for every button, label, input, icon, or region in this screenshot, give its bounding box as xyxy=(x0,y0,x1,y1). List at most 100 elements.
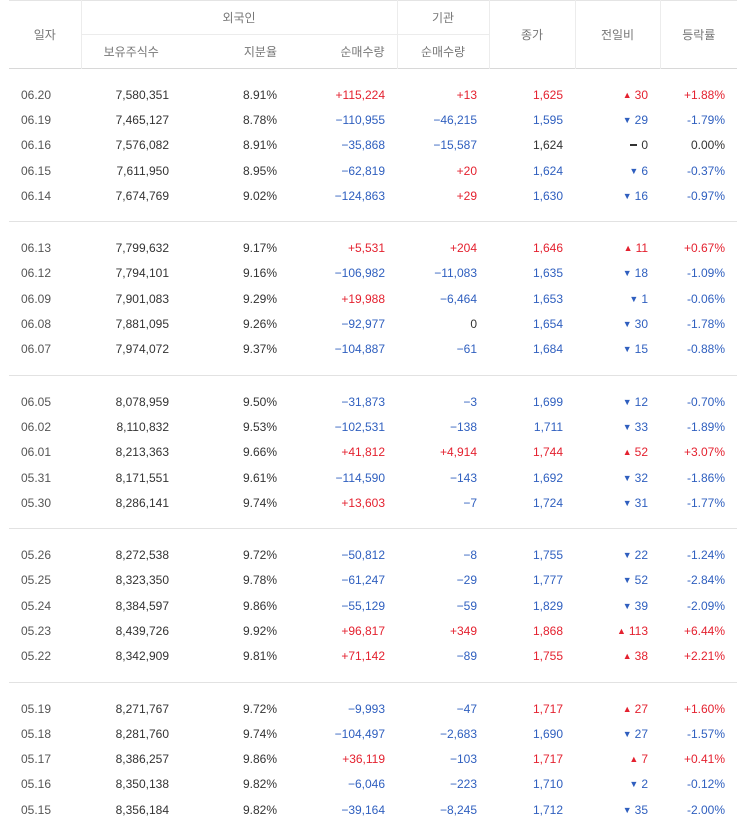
cell-foreign-net: −110,955 xyxy=(335,112,386,127)
change-value: 16 xyxy=(634,188,649,203)
cell-inst-net: 0 xyxy=(470,317,478,332)
cell-close: 1,717 xyxy=(533,701,564,716)
change-value: 113 xyxy=(628,623,649,638)
group-spacer xyxy=(9,208,737,222)
cell-change: ▲ 27 xyxy=(575,696,660,721)
cell-foreign-net: −104,887 xyxy=(334,342,386,357)
cell-share-ratio: 9.53% xyxy=(242,419,277,434)
cell-rate: -1.79% xyxy=(687,112,726,127)
cell-rate: 0.00% xyxy=(691,138,726,153)
cell-date: 05.19 xyxy=(21,701,52,716)
cell-holdings: 7,794,101 xyxy=(115,266,169,281)
cell-rate: -0.88% xyxy=(687,342,726,357)
cell-share-ratio: 9.50% xyxy=(242,394,277,409)
cell-inst-net: −89 xyxy=(456,649,478,664)
cell-change: ▼ 16 xyxy=(575,183,660,208)
cell-change: ▼ 2 xyxy=(575,772,660,797)
header-foreign: 외국인 xyxy=(80,0,398,35)
cell-inst-net: +204 xyxy=(450,241,478,256)
triangle-down-icon: ▼ xyxy=(629,779,639,790)
cell-foreign-net: +19,988 xyxy=(341,291,386,306)
change-value: 39 xyxy=(634,598,649,613)
cell-change: ▼ 52 xyxy=(575,568,660,593)
change-value: 33 xyxy=(634,419,649,434)
cell-inst-net: −8,245 xyxy=(439,802,478,817)
cell-inst-net: −15,587 xyxy=(433,138,478,153)
change-value: 35 xyxy=(634,802,649,817)
cell-date: 05.22 xyxy=(21,649,52,664)
triangle-down-icon: ▼ xyxy=(622,550,632,561)
cell-inst-net: −103 xyxy=(450,752,478,767)
cell-share-ratio: 9.37% xyxy=(242,342,277,357)
cell-foreign-net: +36,119 xyxy=(342,752,386,767)
cell-foreign-net: −50,812 xyxy=(341,548,386,563)
cell-inst-net: −3 xyxy=(463,394,478,409)
change-value: 32 xyxy=(634,470,649,485)
cell-close: 1,625 xyxy=(533,87,564,102)
cell-change: ▼ 6 xyxy=(575,158,660,183)
cell-foreign-net: −62,819 xyxy=(341,163,386,178)
cell-date: 06.20 xyxy=(21,87,52,102)
cell-share-ratio: 9.17% xyxy=(242,241,277,256)
cell-holdings: 7,799,632 xyxy=(115,241,169,256)
cell-inst-net: −46,215 xyxy=(433,112,478,127)
cell-date: 06.05 xyxy=(21,394,52,409)
cell-rate: -1.24% xyxy=(687,548,726,563)
cell-share-ratio: 8.91% xyxy=(242,138,277,153)
cell-holdings: 7,674,769 xyxy=(115,188,169,203)
cell-inst-net: +349 xyxy=(450,623,478,638)
cell-inst-net: +4,914 xyxy=(439,445,478,460)
cell-date: 05.24 xyxy=(21,598,52,613)
cell-rate: -1.86% xyxy=(687,470,726,485)
cell-rate: -2.09% xyxy=(687,598,726,613)
cell-share-ratio: 8.95% xyxy=(242,163,277,178)
header-institution: 기관 xyxy=(396,0,490,35)
cell-holdings: 7,580,351 xyxy=(115,87,169,102)
change-value: 31 xyxy=(634,495,649,510)
header-change: 전일비 xyxy=(574,0,661,69)
cell-date: 05.18 xyxy=(21,726,52,741)
cell-change: ▼ 29 xyxy=(575,107,660,132)
cell-rate: +1.88% xyxy=(683,87,726,102)
cell-share-ratio: 9.82% xyxy=(242,802,277,817)
change-value: 7 xyxy=(641,752,649,767)
cell-rate: -0.97% xyxy=(687,188,726,203)
cell-inst-net: −2,683 xyxy=(439,726,478,741)
triangle-down-icon: ▼ xyxy=(622,396,632,407)
cell-holdings: 7,974,072 xyxy=(115,342,169,357)
change-value: 15 xyxy=(634,342,649,357)
cell-change: ▼ 30 xyxy=(575,311,660,336)
triangle-down-icon: ▼ xyxy=(622,268,632,279)
cell-foreign-net: −61,247 xyxy=(341,573,386,588)
cell-close: 1,653 xyxy=(533,291,564,306)
cell-inst-net: −29 xyxy=(456,573,478,588)
cell-close: 1,744 xyxy=(533,445,564,460)
group-spacer xyxy=(9,515,737,529)
cell-foreign-net: −104,497 xyxy=(334,726,386,741)
cell-date: 05.31 xyxy=(21,470,52,485)
change-value: 6 xyxy=(641,163,649,178)
cell-rate: +3.07% xyxy=(683,445,726,460)
cell-foreign-net: −31,873 xyxy=(341,394,386,409)
header-close: 종가 xyxy=(488,0,576,69)
cell-inst-net: −6,464 xyxy=(439,291,478,306)
cell-foreign-net: −92,977 xyxy=(341,317,386,332)
cell-change: ▲ 30 xyxy=(575,82,660,107)
cell-change: ▼ 33 xyxy=(575,414,660,439)
table-body: 06.20 7,580,351 8.91% +115,224 +13 1,625 ▲ 30 +1… xyxy=(9,69,738,823)
cell-rate: -1.89% xyxy=(687,419,726,434)
group-spacer xyxy=(9,222,737,235)
cell-holdings: 8,384,597 xyxy=(115,598,169,613)
triangle-up-icon: ▲ xyxy=(616,625,626,636)
cell-close: 1,712 xyxy=(533,802,564,817)
cell-close: 1,699 xyxy=(533,394,564,409)
cell-change: ▲ 52 xyxy=(575,440,660,465)
table-row: 06.08 7,881,095 9.26% −92,977 0 1,654 ▼ 30 -1.78… xyxy=(9,311,737,336)
cell-holdings: 8,356,184 xyxy=(115,802,169,817)
table-row: 05.24 8,384,597 9.86% −55,129 −59 1,829 ▼ 39 -2.… xyxy=(9,593,737,618)
cell-foreign-net: −102,531 xyxy=(334,419,386,434)
cell-share-ratio: 9.81% xyxy=(242,649,277,664)
cell-share-ratio: 9.66% xyxy=(242,445,277,460)
cell-change: ▼ 15 xyxy=(575,337,660,362)
cell-holdings: 7,881,095 xyxy=(115,317,169,332)
